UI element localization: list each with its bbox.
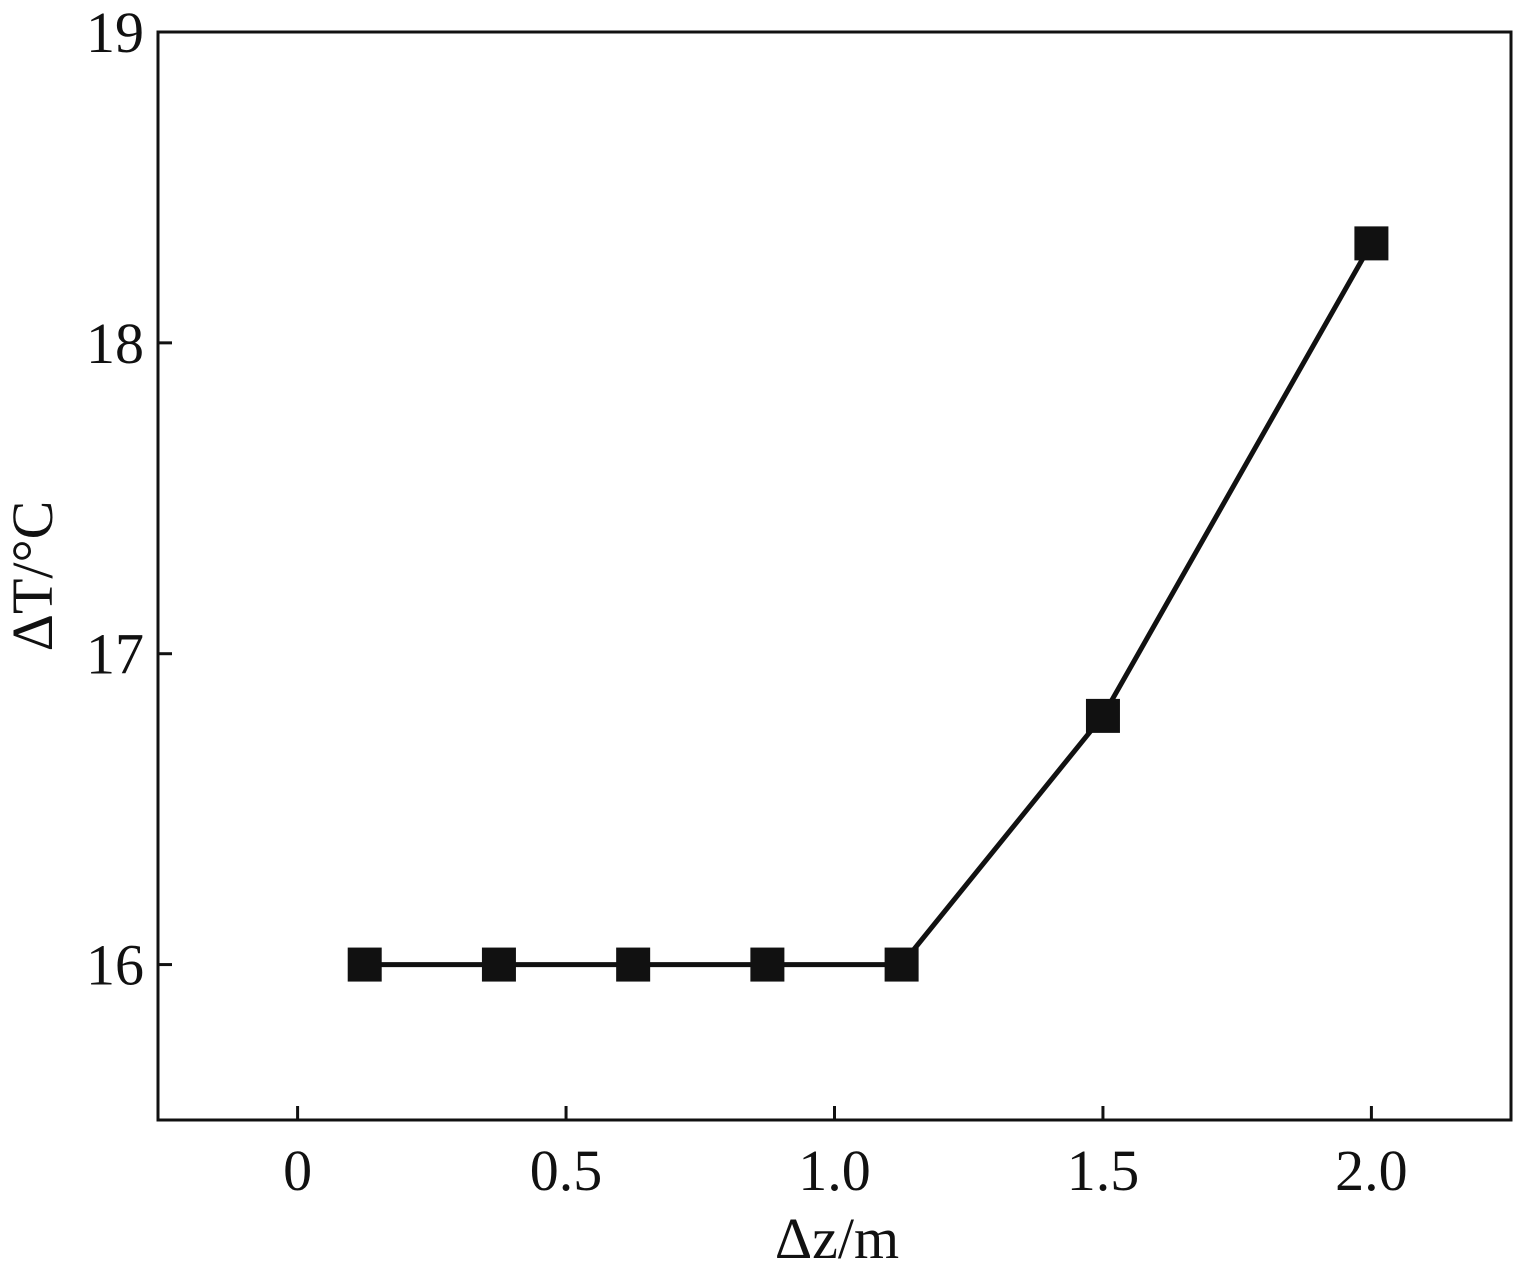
x-axis-label: Δz/m	[775, 1206, 899, 1271]
data-line	[364, 242, 1374, 968]
y-tick-label: 18	[86, 311, 144, 376]
data-point	[616, 947, 651, 982]
data-point	[1085, 698, 1120, 733]
data-point	[750, 947, 785, 982]
data-point	[481, 947, 516, 982]
x-tick-label: 0.5	[530, 1138, 603, 1203]
x-tick-label: 1.0	[798, 1138, 871, 1203]
y-axis-label: ΔT/°C	[0, 501, 65, 652]
y-tick-label: 16	[86, 933, 144, 998]
data-point	[884, 947, 919, 982]
data-point	[347, 947, 382, 982]
x-tick-label: 0	[283, 1138, 312, 1203]
x-tick-label: 2.0	[1335, 1138, 1408, 1203]
x-tick-label: 1.5	[1067, 1138, 1140, 1203]
y-tick-label: 17	[86, 622, 144, 687]
y-tick-label: 19	[86, 0, 144, 65]
data-point	[1354, 226, 1389, 261]
